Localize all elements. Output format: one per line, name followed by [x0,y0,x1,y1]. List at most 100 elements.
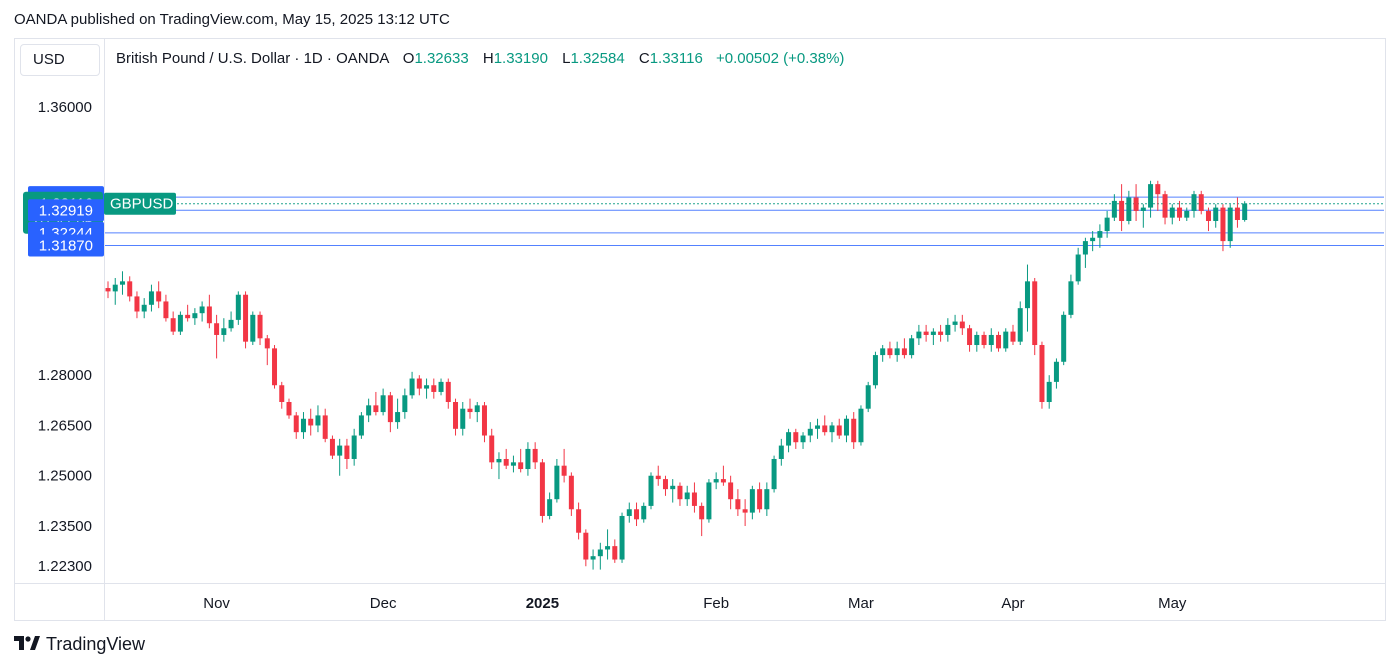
candle-body [1234,207,1240,220]
candle-body [1068,281,1074,315]
candle-body [981,334,987,346]
candle-body [655,475,661,480]
candle-body [185,314,191,319]
candle-body [1162,194,1168,218]
candle-body [1140,207,1146,211]
candle-body [344,445,350,459]
candle-body [1220,207,1226,242]
candle-body [713,479,719,483]
candle-body [1198,194,1204,211]
candle-body [634,509,640,520]
candle-body [1191,194,1197,211]
candle-body [221,328,227,335]
y-tick-label: 1.26500 [38,417,92,434]
candle-body [720,479,726,483]
candle-body [431,385,437,392]
candle-body [438,381,444,392]
candle-body [1061,314,1067,362]
price-level-badge [28,234,104,257]
candle-body [322,415,328,439]
candle-body [851,418,857,443]
candle-body [156,291,162,302]
currency-button[interactable]: USD [20,44,100,76]
tradingview-logo[interactable]: TradingView [14,634,145,655]
candle-body [170,318,176,332]
candle-body [300,418,306,433]
candle-body [880,348,886,356]
candle-body [822,425,828,433]
candle-body [786,432,792,446]
candle-body [453,402,459,429]
candle-body [228,319,234,329]
candle-body [496,458,502,463]
candle-body [648,475,654,506]
candle-body [518,462,524,470]
candle-body [829,425,835,433]
candle-body [930,331,936,335]
y-tick-label: 1.23500 [38,518,92,535]
x-tick-label: Feb [703,595,729,612]
candle-body [843,418,849,436]
candle-body [887,348,893,356]
candle-body [1126,197,1132,221]
candle-body [380,395,386,413]
candle-body [764,489,770,510]
candle-body [481,405,487,436]
candle-body [1184,210,1190,218]
candle-body [706,482,712,520]
candle-body [148,291,154,305]
y-tick-label: 1.28000 [38,367,92,384]
candle-body [272,348,278,386]
candle-body [1119,200,1125,221]
candle-body [1003,331,1009,349]
candle-body [923,331,929,335]
candle-body [1046,381,1052,402]
candle-body [1017,308,1023,342]
candle-body [1213,207,1219,221]
candle-body [1133,197,1139,211]
candle-body [749,489,755,513]
symbol-badge [104,192,176,215]
candle-body [1039,345,1045,402]
y-tick-label: 1.36000 [38,99,92,116]
candle-body [141,304,147,312]
candle-body [199,306,205,314]
symbol-badge-label: GBPUSD [110,196,174,213]
candle-body [293,415,299,433]
candle-body [974,334,980,346]
y-tick-label: 1.25000 [38,468,92,485]
legend-symbol[interactable]: British Pound / U.S. Dollar · 1D · OANDA [116,50,389,67]
candle-body [1111,200,1117,218]
candle-body [112,284,118,292]
candle-body [872,355,878,386]
candle-body [1010,331,1016,342]
candle-body [105,288,111,292]
candle-body [1075,254,1081,282]
candle-body [662,479,668,490]
candle-body [416,378,422,389]
tradingview-logo-icon [14,634,40,655]
candle-body [532,448,538,463]
candle-body [757,489,763,510]
published-caption: OANDA published on TradingView.com, May … [14,11,450,28]
candle-body [626,509,632,516]
chart-frame [14,38,1386,621]
legend-open-label: O [402,50,415,67]
candle-body [1227,207,1233,242]
candle-body [1082,241,1088,255]
candle-body [988,334,994,346]
candle-body [358,415,364,436]
price-level-badge [28,199,104,222]
candle-body [735,499,741,510]
candle-body [387,395,393,423]
candle-body [815,425,821,429]
x-tick-label: Apr [1001,595,1024,612]
tradingview-logo-text: TradingView [46,634,146,654]
candle-body [474,405,480,413]
candle-body [279,385,285,402]
candle-body [409,378,415,396]
candles-group [105,180,1248,570]
candle-body [865,385,871,409]
candle-body [525,448,531,470]
